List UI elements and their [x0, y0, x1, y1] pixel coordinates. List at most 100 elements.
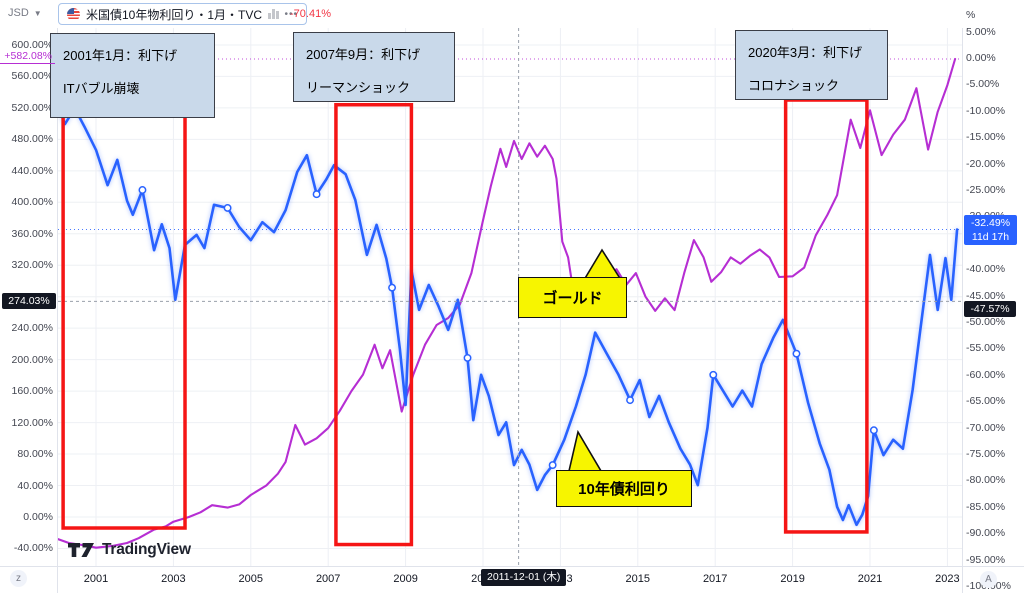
right-axis-unit: % — [966, 9, 976, 21]
callout-yield[interactable]: 10年債利回り — [556, 470, 692, 507]
right-axis-tick: -95.00% — [966, 553, 1006, 566]
crosshair-date-tooltip: 2011-12-01 (木) — [481, 569, 567, 586]
change-percent: -70.41% — [290, 8, 331, 20]
right-axis-tick: -75.00% — [966, 448, 1006, 460]
right-axis-tick: -65.00% — [966, 395, 1006, 408]
left-axis-separator — [57, 28, 58, 593]
left-price-axis[interactable]: 600.00% 560.00% 520.00% 480.00% 440.00% 400.0… — [0, 0, 57, 609]
rate-cut-highlight-rect[interactable] — [783, 98, 869, 534]
tradingview-logo-text: TradingView — [102, 541, 191, 558]
right-axis-tick: -55.00% — [966, 342, 1006, 355]
right-axis-separator — [962, 28, 963, 593]
left-axis-tick: 320.00% — [11, 259, 53, 272]
yield-point-marker — [312, 190, 321, 199]
note-2007-rate-cut[interactable]: 2007年9月：利下げ リーマンショック — [293, 32, 455, 102]
symbol-pill[interactable]: 米国債10年物利回り・1月・TVC ••• — [58, 3, 308, 25]
right-axis-tick: -80.00% — [966, 474, 1006, 487]
year-tick: 2005 — [238, 573, 264, 585]
tradingview-logo[interactable]: TradingView — [68, 541, 191, 559]
bar-countdown: 11d 17h — [971, 231, 1010, 243]
left-axis-tick: 520.00% — [11, 101, 53, 114]
chart-style-icon[interactable] — [268, 9, 279, 19]
left-axis-tick: 240.00% — [11, 322, 53, 335]
note-line1: 2007年9月：利下げ — [306, 47, 421, 62]
yield-point-marker — [626, 396, 635, 405]
note-line2: コロナショック — [748, 78, 840, 93]
callout-yield-tail — [567, 429, 603, 472]
right-axis-tick: -85.00% — [966, 500, 1006, 513]
callout-yield-label: 10年債利回り — [578, 481, 670, 498]
right-axis-tick: -15.00% — [966, 131, 1006, 144]
yield-point-marker — [869, 426, 878, 435]
year-tick: 2023 — [935, 573, 960, 585]
left-axis-tick: -40.00% — [13, 542, 53, 555]
right-axis-tick: -50.00% — [966, 316, 1006, 328]
right-axis-tick: -90.00% — [966, 527, 1006, 540]
timezone-button[interactable]: z — [10, 570, 27, 587]
yield-point-marker — [223, 204, 232, 212]
left-axis-tick: 600.00% — [11, 38, 53, 51]
left-axis-tick: 120.00% — [11, 416, 53, 429]
note-line2: リーマンショック — [306, 80, 411, 95]
right-axis-tick: -45.00% — [966, 289, 1006, 302]
more-options-button[interactable]: ••• — [284, 8, 299, 20]
right-axis-tick: -5.00% — [966, 78, 1000, 91]
crosshair-left-price-badge: 274.03% — [2, 293, 56, 309]
year-tick: 2021 — [857, 573, 883, 585]
left-axis-tick: 360.00% — [11, 227, 53, 240]
right-axis-tick: -25.00% — [966, 184, 1006, 196]
crosshair-right-price-badge: -47.57% — [964, 301, 1016, 317]
yield-line[interactable] — [55, 100, 959, 527]
toolbar: JSD ▼ 米国債10年物利回り・1月・TVC ••• -70.41% % — [0, 0, 1024, 28]
yield-last-value: -32.49% — [970, 217, 1011, 229]
year-tick: 2009 — [393, 573, 418, 585]
yield-point-marker — [138, 186, 147, 194]
callout-gold[interactable]: ゴールド — [518, 277, 627, 318]
right-price-axis[interactable]: 5.00% 0.00% -5.00% -10.00% -15.00% -20.00% -25… — [963, 0, 1024, 609]
left-axis-tick: 40.00% — [17, 479, 53, 492]
note-line2: ITバブル崩壊 — [63, 81, 140, 96]
year-tick: 2015 — [625, 573, 651, 585]
yield-last-value-badge: -32.49% 11d 17h — [964, 215, 1017, 245]
year-tick: 2019 — [780, 573, 805, 585]
year-tick: 2007 — [315, 573, 341, 585]
note-2020-rate-cut[interactable]: 2020年3月：利下げ コロナショック — [735, 30, 888, 100]
currency-label: JSD — [8, 7, 29, 19]
time-axis-separator — [0, 566, 1024, 567]
left-axis-tick: 400.00% — [11, 196, 53, 209]
symbol-title: 米国債10年物利回り・1月・TVC — [86, 7, 263, 22]
callout-gold-tail — [582, 248, 623, 281]
right-axis-tick: -40.00% — [966, 263, 1006, 276]
left-axis-tick: 480.00% — [11, 133, 53, 146]
right-axis-tick: -60.00% — [966, 368, 1006, 381]
rate-cut-highlight-rect[interactable] — [334, 102, 414, 547]
right-axis-tick: -10.00% — [966, 104, 1006, 117]
left-axis-tick: 0.00% — [23, 511, 53, 523]
yield-point-marker — [709, 370, 718, 379]
left-axis-tick: 200.00% — [11, 353, 53, 366]
year-tick: 2001 — [83, 573, 109, 585]
note-2001-rate-cut[interactable]: 2001年1月：利下げ ITバブル崩壊 — [50, 33, 215, 118]
rate-cut-highlight-rect[interactable] — [61, 110, 187, 530]
right-axis-tick: 0.00% — [966, 52, 996, 64]
right-axis-tick: -20.00% — [966, 157, 1006, 170]
year-tick: 2017 — [702, 573, 728, 585]
left-axis-tick: 560.00% — [11, 70, 53, 83]
left-axis-tick: 160.00% — [11, 385, 53, 398]
left-axis-tick: 80.00% — [17, 448, 53, 461]
yield-point-marker — [792, 349, 801, 358]
currency-selector[interactable]: JSD ▼ — [8, 7, 42, 19]
yield-point-marker — [388, 283, 397, 292]
gold-line[interactable] — [55, 57, 957, 549]
callout-gold-label: ゴールド — [542, 290, 603, 307]
chevron-down-icon: ▼ — [33, 9, 42, 18]
year-tick: 2003 — [161, 573, 186, 585]
gold-last-value-label: +582.08% — [0, 50, 55, 64]
right-axis-tick: -70.00% — [966, 421, 1006, 434]
left-axis-tick: 440.00% — [11, 164, 53, 177]
axis-settings-button[interactable]: A — [980, 571, 997, 588]
note-line1: 2020年3月：利下げ — [748, 45, 863, 60]
us-flag-icon — [67, 7, 80, 21]
yield-point-marker — [548, 461, 557, 470]
